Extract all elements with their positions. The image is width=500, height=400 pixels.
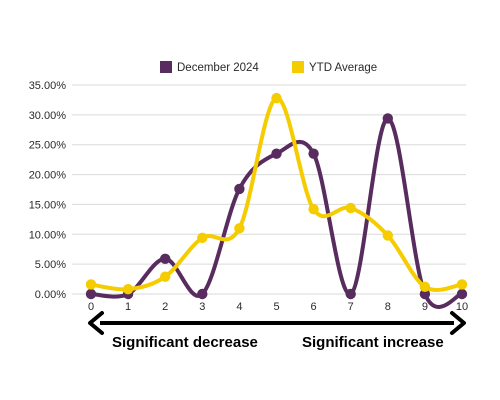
significant-increase-label: Significant increase — [302, 334, 444, 351]
legend: December 2024 YTD Average — [160, 61, 377, 74]
series-layer — [85, 92, 468, 309]
x-tick-label: 5 — [273, 301, 279, 313]
scale-arrow — [88, 311, 466, 335]
data-point-december-2024 — [382, 113, 393, 124]
y-tick-label: 10.00% — [29, 229, 67, 241]
data-point-ytd-average — [345, 202, 356, 214]
data-point-december-2024 — [308, 148, 319, 159]
y-tick-label: 35.00% — [29, 80, 67, 92]
x-tick-label: 2 — [162, 301, 168, 313]
data-point-december-2024 — [419, 288, 431, 300]
x-tick-label: 3 — [199, 301, 205, 313]
data-point-ytd-average — [308, 204, 319, 215]
grid-layer — [72, 84, 466, 295]
legend-label-december-2024: December 2024 — [177, 62, 259, 74]
data-point-ytd-average — [197, 232, 208, 244]
data-point-december-2024 — [456, 288, 468, 300]
y-tick-label: 0.00% — [35, 289, 66, 301]
legend-swatch-december-2024 — [160, 61, 172, 73]
right-arrowhead-icon — [450, 311, 466, 335]
data-point-ytd-average — [271, 92, 282, 104]
x-tick-label: 8 — [385, 301, 391, 313]
data-point-december-2024 — [197, 288, 208, 300]
legend-swatch-ytd-average — [292, 61, 304, 73]
x-tick-label: 0 — [88, 301, 94, 313]
left-arrowhead-icon — [88, 311, 104, 335]
series-december-2024 — [85, 113, 468, 309]
x-tick-label: 6 — [311, 301, 317, 313]
series-ytd-average — [85, 92, 468, 295]
x-tick-label: 4 — [236, 301, 242, 313]
data-point-december-2024 — [271, 148, 282, 159]
series-line-december-2024 — [89, 116, 464, 309]
data-point-ytd-average — [419, 281, 431, 293]
data-point-ytd-average — [160, 271, 171, 282]
data-point-december-2024 — [160, 253, 171, 264]
data-point-december-2024 — [234, 183, 245, 195]
x-tick-label: 1 — [125, 301, 131, 313]
x-tick-label: 7 — [348, 301, 354, 313]
y-axis-ticks: 0.00% 5.00% 10.00% 15.00% 20.00% 25.00% 30.00%… — [29, 80, 67, 301]
data-point-ytd-average — [122, 284, 134, 295]
legend-label-ytd-average: YTD Average — [309, 62, 377, 74]
data-point-ytd-average — [85, 279, 97, 290]
y-tick-label: 30.00% — [29, 110, 67, 122]
significant-decrease-label: Significant decrease — [112, 334, 258, 351]
data-point-ytd-average — [234, 223, 245, 234]
x-tick-label: 10 — [456, 301, 468, 313]
y-tick-label: 20.00% — [29, 170, 67, 182]
x-axis-ticks: 0 1 2 3 4 5 6 7 8 9 10 — [88, 301, 468, 313]
data-point-ytd-average — [456, 279, 468, 290]
y-tick-label: 5.00% — [35, 259, 66, 271]
data-point-december-2024 — [85, 288, 97, 300]
data-point-ytd-average — [382, 230, 393, 241]
data-point-december-2024 — [345, 288, 356, 300]
x-tick-label: 9 — [422, 301, 428, 313]
y-tick-label: 25.00% — [29, 140, 67, 152]
y-tick-label: 15.00% — [29, 199, 67, 211]
